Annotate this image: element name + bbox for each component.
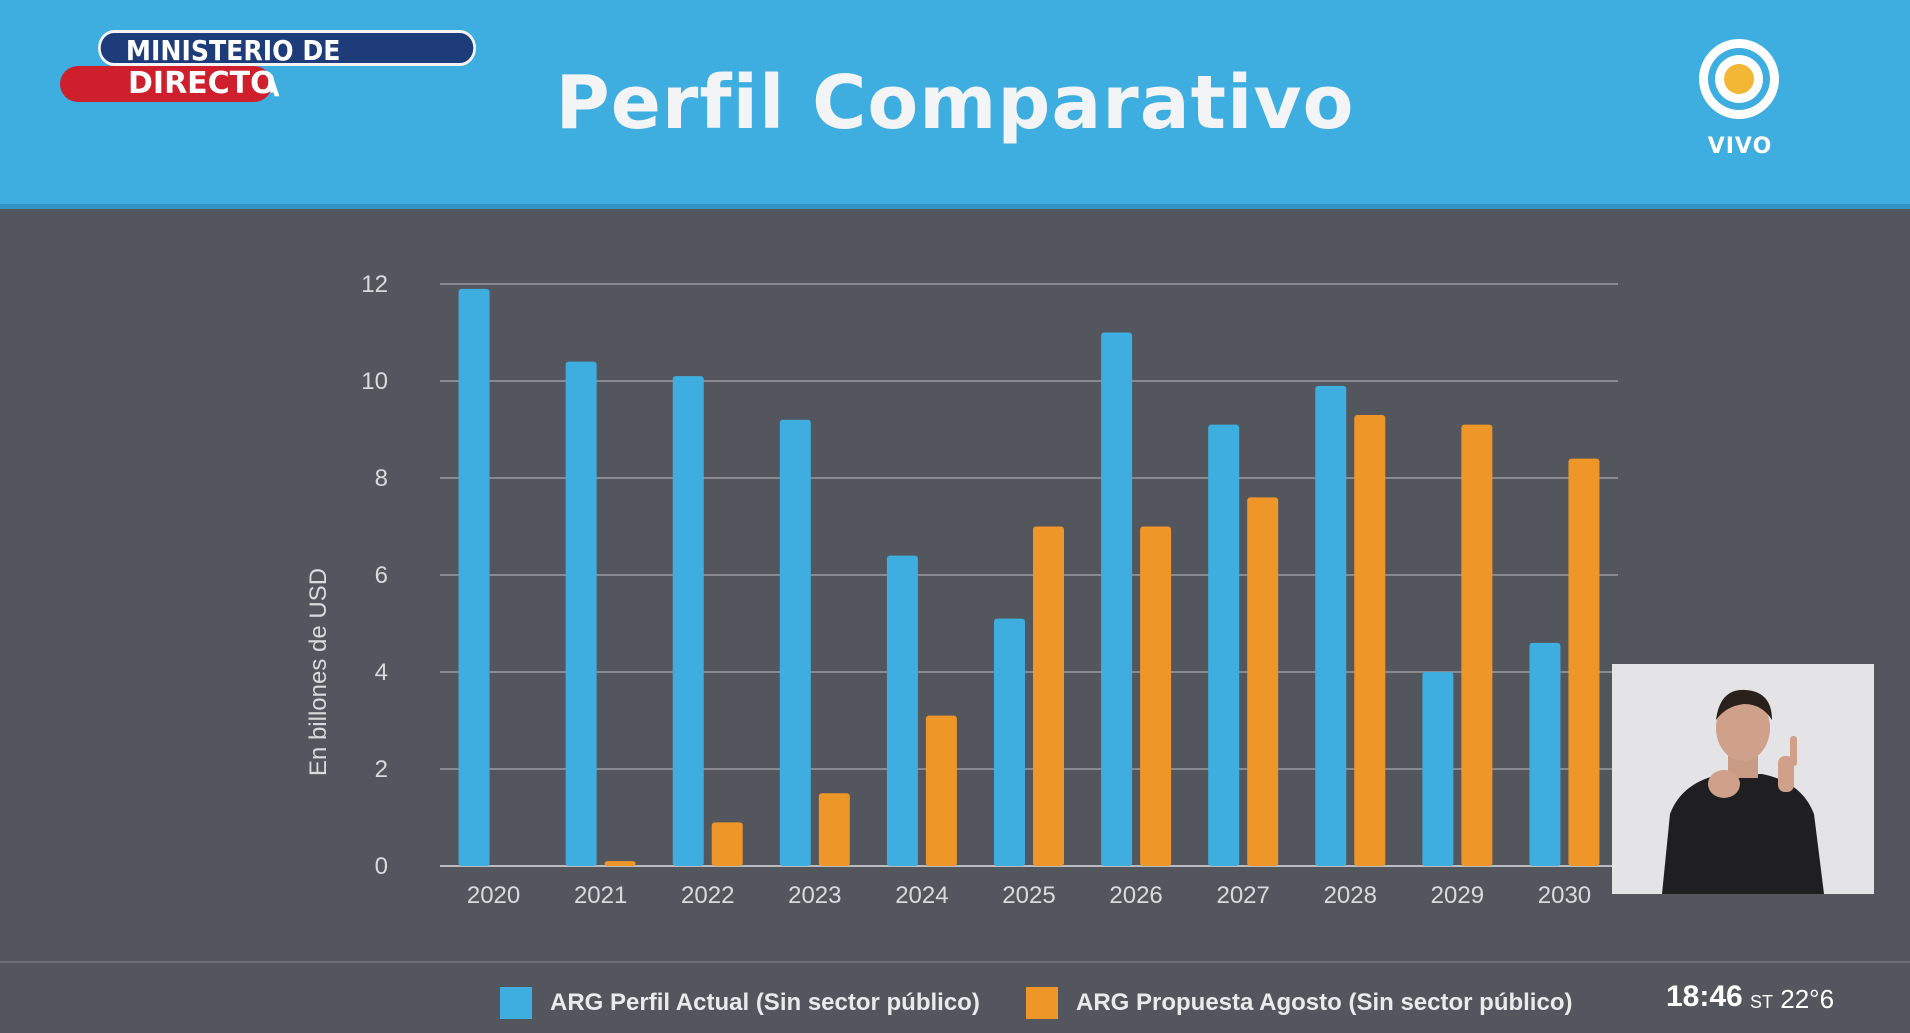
- x-tick-label: 2028: [1324, 882, 1377, 909]
- temperature-prefix: ST: [1750, 992, 1774, 1012]
- bar-propuesta-2029: [1461, 424, 1493, 866]
- bar-propuesta-2022: [711, 822, 743, 866]
- x-tick-label: 2026: [1109, 882, 1162, 909]
- x-tick-labels: 2020 2021 2022 2023 2024 2025 2026 2027 2028 2029…: [467, 882, 1591, 909]
- bar-propuesta-2030: [1568, 458, 1600, 866]
- bar-actual-2026: [1101, 332, 1133, 866]
- y-tick-label: 0: [375, 853, 388, 880]
- y-tick-label: 10: [361, 368, 388, 395]
- bar-actual-2030: [1529, 642, 1561, 866]
- bar-actual-2025: [994, 618, 1025, 866]
- x-tick-label: 2024: [895, 882, 948, 909]
- legend-item-series-2: ARG Propuesta Agosto (Sin sector público…: [1026, 986, 1572, 1020]
- x-tick-label: 2030: [1538, 882, 1591, 909]
- legend-swatch-orange: [1026, 987, 1058, 1019]
- channel-vivo-label: VIVO: [1707, 134, 1773, 159]
- bar-actual-2029: [1422, 672, 1454, 866]
- x-tick-label: 2023: [788, 882, 841, 909]
- temperature-readout: ST 22°6: [1750, 984, 1834, 1015]
- legend-divider: [0, 961, 1910, 963]
- bar-actual-2021: [565, 361, 597, 866]
- x-tick-label: 2029: [1431, 882, 1484, 909]
- x-tick-label: 2022: [681, 882, 734, 909]
- bar-actual-2022: [672, 376, 704, 866]
- chart-gridlines: [440, 283, 1618, 867]
- chart-bars: [458, 288, 1600, 867]
- bar-propuesta-2027: [1247, 497, 1279, 866]
- x-tick-label: 2020: [467, 882, 520, 909]
- legend-swatch-blue: [500, 987, 532, 1019]
- live-badge: DIRECTO: [60, 66, 276, 102]
- interpreter-figure-icon: [1612, 664, 1874, 894]
- y-tick-labels: 0 2 4 6 8 10 12: [361, 271, 388, 880]
- x-tick-label: 2021: [574, 882, 627, 909]
- x-tick-label: 2027: [1216, 882, 1269, 909]
- bar-propuesta-2028: [1354, 414, 1386, 866]
- channel-logo-icon: [1699, 39, 1779, 119]
- bar-propuesta-2021: [604, 861, 636, 866]
- y-tick-label: 12: [361, 271, 388, 298]
- legend-item-series-1: ARG Perfil Actual (Sin sector público): [500, 986, 980, 1020]
- bar-actual-2020: [458, 288, 490, 867]
- bar-propuesta-2026: [1140, 526, 1172, 866]
- bar-actual-2024: [886, 555, 918, 866]
- clock-time: 18:46: [1666, 980, 1743, 1013]
- legend-label-series-2: ARG Propuesta Agosto (Sin sector público…: [1076, 989, 1573, 1016]
- bar-propuesta-2024: [925, 715, 957, 866]
- bar-actual-2028: [1315, 385, 1347, 866]
- page-title: Perfil Comparativo: [555, 60, 1355, 146]
- y-axis-label: En billones de USD: [305, 568, 332, 776]
- y-tick-label: 8: [375, 465, 388, 492]
- header-divider: [0, 204, 1910, 209]
- bar-propuesta-2023: [818, 793, 850, 866]
- bar-actual-2023: [779, 419, 811, 866]
- bar-actual-2027: [1208, 424, 1240, 866]
- sign-language-interpreter-inset: [1612, 664, 1874, 894]
- legend-label-series-1: ARG Perfil Actual (Sin sector público): [550, 989, 980, 1016]
- y-tick-label: 2: [375, 756, 388, 783]
- bar-propuesta-2025: [1033, 526, 1064, 866]
- y-tick-label: 6: [375, 562, 388, 589]
- x-tick-label: 2025: [1002, 882, 1055, 909]
- temperature-value: 22°6: [1780, 984, 1835, 1014]
- y-tick-label: 4: [375, 659, 388, 686]
